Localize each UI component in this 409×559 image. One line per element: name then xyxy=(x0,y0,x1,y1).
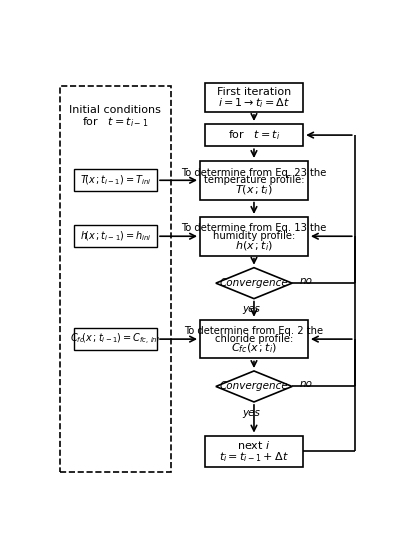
Bar xyxy=(60,87,170,472)
Bar xyxy=(74,169,157,192)
Text: $C_{fc}\!\left(x\,;t_{i-1}\right)=C_{fc,\,ini}$: $C_{fc}\!\left(x\,;t_{i-1}\right)=C_{fc,… xyxy=(70,331,160,347)
Text: no: no xyxy=(299,380,312,389)
Bar xyxy=(200,320,307,358)
Text: yes: yes xyxy=(241,305,259,314)
Bar xyxy=(200,161,307,200)
Bar xyxy=(204,83,303,112)
Text: Initial conditions: Initial conditions xyxy=(70,105,161,115)
Text: for   $t=t_{i-1}$: for $t=t_{i-1}$ xyxy=(82,115,148,129)
Bar xyxy=(204,435,303,467)
Text: for   $t=t_i$: for $t=t_i$ xyxy=(227,128,279,142)
Bar xyxy=(204,124,303,146)
Text: chloride profile:: chloride profile: xyxy=(214,334,292,344)
Bar xyxy=(200,217,307,255)
Text: Convergence: Convergence xyxy=(219,381,288,391)
Text: Convergence: Convergence xyxy=(219,278,288,288)
Text: humidity profile:: humidity profile: xyxy=(212,231,294,241)
Text: temperature profile:: temperature profile: xyxy=(203,176,303,185)
Text: First iteration: First iteration xyxy=(216,87,290,97)
Text: yes: yes xyxy=(241,408,259,418)
Text: $h\!\left(x\,;t_{i-1}\right)=h_{ini}$: $h\!\left(x\,;t_{i-1}\right)=h_{ini}$ xyxy=(79,229,151,243)
Polygon shape xyxy=(215,268,291,299)
Text: $i=1\rightarrow t_i=\Delta t$: $i=1\rightarrow t_i=\Delta t$ xyxy=(217,96,290,110)
Polygon shape xyxy=(215,371,291,402)
Text: next $i$: next $i$ xyxy=(237,439,270,451)
Bar xyxy=(74,328,157,350)
Text: no: no xyxy=(299,276,312,286)
Text: $t_i=t_{i-1}+\Delta t$: $t_i=t_{i-1}+\Delta t$ xyxy=(218,450,288,464)
Text: To determine from Eq. 13 the: To determine from Eq. 13 the xyxy=(181,224,326,234)
Text: $C_{fc}\left(x\,;t_i\right)$: $C_{fc}\left(x\,;t_i\right)$ xyxy=(230,342,276,356)
Text: To determine from Eq. 2 the: To determine from Eq. 2 the xyxy=(184,326,323,337)
Text: $T\left(x\,;t_i\right)$: $T\left(x\,;t_i\right)$ xyxy=(234,183,272,197)
Text: $T\!\left(x\,;t_{i-1}\right)=T_{ini}$: $T\!\left(x\,;t_{i-1}\right)=T_{ini}$ xyxy=(80,173,151,187)
Text: $h\left(x\,;t_i\right)$: $h\left(x\,;t_i\right)$ xyxy=(234,239,272,253)
Bar xyxy=(74,225,157,248)
Text: To determine from Eq. 23 the: To determine from Eq. 23 the xyxy=(181,168,326,178)
